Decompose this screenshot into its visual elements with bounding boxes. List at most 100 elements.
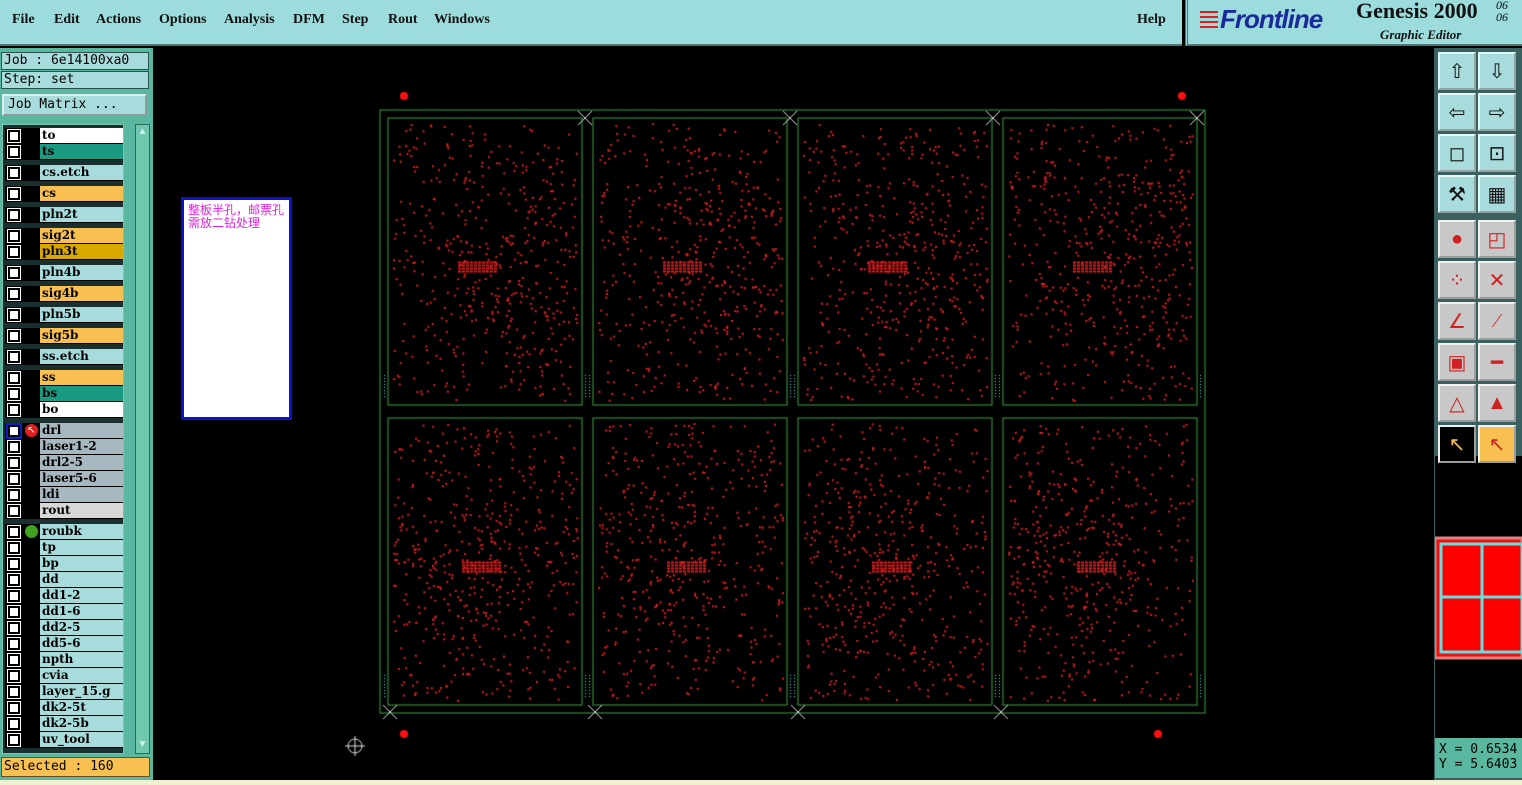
layer-name[interactable]: sig5b <box>40 328 123 343</box>
window-select-button[interactable]: ◰ <box>1478 220 1516 258</box>
layer-row[interactable]: dd1-6 <box>5 604 123 620</box>
layer-checkbox[interactable] <box>7 701 21 715</box>
menu-step[interactable]: Step <box>342 12 369 27</box>
menu-actions[interactable]: Actions <box>96 12 142 27</box>
layer-row[interactable]: dk2-5b <box>5 716 123 732</box>
pcb-panel-view[interactable] <box>155 48 1432 780</box>
segment-button[interactable]: ━ <box>1478 343 1516 381</box>
layer-name[interactable]: bp <box>40 556 123 571</box>
select-feature-button[interactable]: ● <box>1438 220 1476 258</box>
layer-checkbox[interactable] <box>7 733 21 747</box>
layer-checkbox[interactable] <box>7 717 21 731</box>
layer-name[interactable]: roubk <box>40 524 123 539</box>
layer-name[interactable]: drl2-5 <box>40 455 123 470</box>
layer-row[interactable]: dd2-5 <box>5 620 123 636</box>
scroll-up-icon[interactable]: ▲ <box>137 126 148 137</box>
layer-name[interactable]: drl <box>40 423 123 438</box>
layer-row[interactable]: sig4b <box>5 286 123 302</box>
layer-checkbox[interactable] <box>7 685 21 699</box>
menu-help[interactable]: Help <box>1137 12 1166 27</box>
layer-name[interactable]: layer_15.g <box>40 684 123 699</box>
layer-name[interactable]: sig4b <box>40 286 123 301</box>
layer-name[interactable]: pln3t <box>40 244 123 259</box>
layer-checkbox[interactable] <box>7 187 21 201</box>
layer-row[interactable]: tp <box>5 540 123 556</box>
grid-button[interactable]: ▦ <box>1478 175 1516 213</box>
menu-options[interactable]: Options <box>159 12 207 27</box>
layer-row[interactable]: bo <box>5 402 123 418</box>
layer-row[interactable]: pln4b <box>5 265 123 281</box>
layer-name[interactable]: ss.etch <box>40 349 123 364</box>
layer-name[interactable]: ldi <box>40 487 123 502</box>
connect-nodes-button[interactable]: ⁘ <box>1438 261 1476 299</box>
layer-row[interactable]: cs.etch <box>5 165 123 181</box>
layer-checkbox[interactable] <box>7 669 21 683</box>
layer-checkbox[interactable] <box>7 637 21 651</box>
zoom-center-button[interactable]: ⊡ <box>1478 134 1516 172</box>
layer-name[interactable]: bs <box>40 386 123 401</box>
layer-row[interactable]: uv_tool <box>5 732 123 748</box>
graphic-canvas[interactable] <box>155 48 1432 780</box>
layer-checkbox[interactable] <box>7 605 21 619</box>
layer-checkbox[interactable] <box>7 589 21 603</box>
layer-row[interactable]: laser5-6 <box>5 471 123 487</box>
layer-scrollbar[interactable]: ▲ ▼ <box>135 124 150 754</box>
layer-row[interactable]: laser1-2 <box>5 439 123 455</box>
move-left-button[interactable]: ⇦ <box>1438 93 1476 131</box>
layer-name[interactable]: pln4b <box>40 265 123 280</box>
layer-row[interactable]: ↖ drl <box>5 423 123 439</box>
layer-row[interactable]: sig5b <box>5 328 123 344</box>
layer-row[interactable]: bp <box>5 556 123 572</box>
layer-checkbox[interactable] <box>7 166 21 180</box>
pointer-select-button[interactable]: ↖ <box>1478 425 1516 463</box>
layer-row[interactable]: dd1-2 <box>5 588 123 604</box>
layer-checkbox[interactable] <box>6 423 22 439</box>
arc-triangle-button[interactable]: ▲ <box>1478 384 1516 422</box>
layer-row[interactable]: cvia <box>5 668 123 684</box>
layer-checkbox[interactable] <box>7 287 21 301</box>
layer-checkbox[interactable] <box>7 456 21 470</box>
layer-name[interactable]: pln5b <box>40 307 123 322</box>
menu-file[interactable]: File <box>12 12 35 27</box>
layer-name[interactable]: cs <box>40 186 123 201</box>
layer-checkbox[interactable] <box>7 557 21 571</box>
move-up-button[interactable]: ⇧ <box>1438 52 1476 90</box>
layer-name[interactable]: dd2-5 <box>40 620 123 635</box>
layer-checkbox[interactable] <box>7 440 21 454</box>
delete-node-button[interactable]: ✕ <box>1478 261 1516 299</box>
triangle-button[interactable]: △ <box>1438 384 1476 422</box>
layer-checkbox[interactable] <box>7 329 21 343</box>
layer-checkbox[interactable] <box>7 573 21 587</box>
job-matrix-button[interactable]: Job Matrix ... <box>2 94 147 116</box>
pointer-button[interactable]: ↖ <box>1438 425 1476 463</box>
layer-name[interactable]: dd <box>40 572 123 587</box>
layer-row[interactable]: pln3t <box>5 244 123 260</box>
line-arrow-button[interactable]: ⁄ <box>1478 302 1516 340</box>
layer-checkbox[interactable] <box>7 488 21 502</box>
layer-name[interactable]: dk2-5t <box>40 700 123 715</box>
layer-name[interactable]: rout <box>40 503 123 518</box>
layer-row[interactable]: ss.etch <box>5 349 123 365</box>
layer-name[interactable]: npth <box>40 652 123 667</box>
layer-row[interactable]: npth <box>5 652 123 668</box>
layer-name[interactable]: pln2t <box>40 207 123 222</box>
zoom-fit-button[interactable]: ◻ <box>1438 134 1476 172</box>
layer-name[interactable]: sig2t <box>40 228 123 243</box>
layer-row[interactable]: bs <box>5 386 123 402</box>
menu-rout[interactable]: Rout <box>388 12 418 27</box>
layer-row[interactable]: rout <box>5 503 123 519</box>
scroll-down-icon[interactable]: ▼ <box>137 739 148 750</box>
overview-map[interactable] <box>1433 456 1522 741</box>
layer-row[interactable]: layer_15.g <box>5 684 123 700</box>
layer-name[interactable]: ts <box>40 144 123 159</box>
layer-row[interactable]: dd <box>5 572 123 588</box>
layer-checkbox[interactable] <box>7 129 21 143</box>
layer-row[interactable]: drl2-5 <box>5 455 123 471</box>
menu-analysis[interactable]: Analysis <box>224 12 275 27</box>
move-down-button[interactable]: ⇩ <box>1478 52 1516 90</box>
layer-checkbox[interactable] <box>7 145 21 159</box>
layer-name[interactable]: tp <box>40 540 123 555</box>
layer-name[interactable]: ss <box>40 370 123 385</box>
layer-checkbox[interactable] <box>7 387 21 401</box>
layer-checkbox[interactable] <box>7 621 21 635</box>
